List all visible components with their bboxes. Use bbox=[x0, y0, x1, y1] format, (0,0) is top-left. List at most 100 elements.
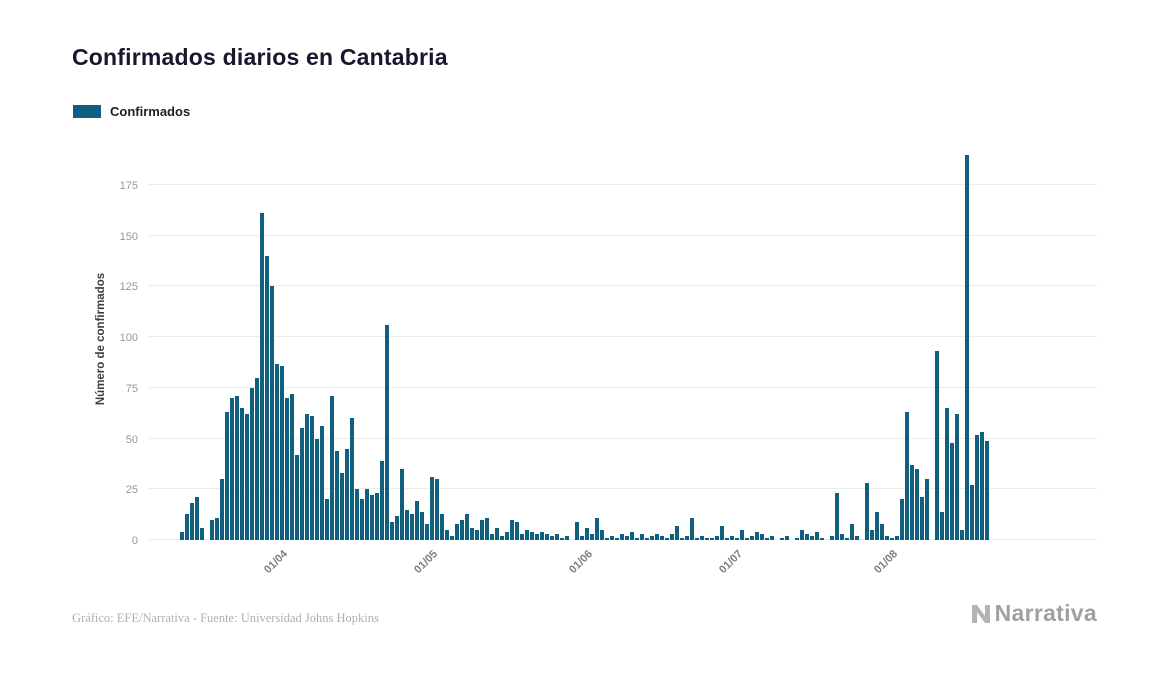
bar bbox=[360, 499, 364, 540]
bar bbox=[420, 512, 424, 540]
bar bbox=[890, 538, 894, 540]
bar bbox=[425, 524, 429, 540]
bar bbox=[260, 213, 264, 540]
bar bbox=[555, 534, 559, 540]
bar bbox=[965, 155, 969, 540]
bar bbox=[375, 493, 379, 540]
bar bbox=[620, 534, 624, 540]
bar bbox=[340, 473, 344, 540]
bar bbox=[345, 449, 349, 540]
bar bbox=[385, 325, 389, 540]
bar bbox=[540, 532, 544, 540]
bar bbox=[610, 536, 614, 540]
bar bbox=[390, 522, 394, 540]
x-tick-label: 01/05 bbox=[412, 548, 441, 576]
bar bbox=[400, 469, 404, 540]
bar bbox=[785, 536, 789, 540]
bar bbox=[465, 514, 469, 540]
plot-area: 0 25 50 75 100 125 150 175 01/04 01/05 01/06 01/07 0… bbox=[120, 147, 1097, 576]
legend: Confirmados bbox=[73, 104, 190, 119]
bar bbox=[840, 534, 844, 540]
bar bbox=[440, 514, 444, 540]
y-tick-label: 100 bbox=[119, 332, 138, 345]
bar bbox=[675, 526, 679, 540]
bar bbox=[835, 493, 839, 540]
bar bbox=[550, 536, 554, 540]
gridline bbox=[148, 234, 1097, 236]
bar bbox=[975, 435, 979, 540]
bar bbox=[760, 534, 764, 540]
legend-swatch bbox=[73, 105, 101, 118]
legend-label: Confirmados bbox=[110, 104, 191, 119]
bar bbox=[480, 520, 484, 540]
bar bbox=[780, 538, 784, 540]
bar bbox=[455, 524, 459, 540]
bar bbox=[755, 532, 759, 540]
bar bbox=[750, 536, 754, 540]
bar bbox=[335, 451, 339, 540]
bar bbox=[630, 532, 634, 540]
bar bbox=[180, 532, 184, 540]
bar bbox=[500, 536, 504, 540]
bar bbox=[590, 534, 594, 540]
bar bbox=[710, 538, 714, 540]
bar bbox=[670, 534, 674, 540]
bar bbox=[270, 286, 274, 540]
bar bbox=[510, 520, 514, 540]
bar bbox=[240, 408, 244, 540]
bar bbox=[545, 534, 549, 540]
bar bbox=[495, 528, 499, 540]
y-tick-label: 150 bbox=[119, 230, 138, 243]
bar bbox=[245, 414, 249, 540]
bar bbox=[265, 256, 269, 540]
bar bbox=[770, 536, 774, 540]
bar bbox=[865, 483, 869, 540]
bar bbox=[705, 538, 709, 540]
bar bbox=[405, 510, 409, 540]
bar bbox=[185, 514, 189, 540]
bar bbox=[820, 538, 824, 540]
bar bbox=[450, 536, 454, 540]
bar bbox=[350, 418, 354, 540]
bar bbox=[880, 524, 884, 540]
bar bbox=[415, 501, 419, 540]
bar bbox=[505, 532, 509, 540]
gridline bbox=[148, 285, 1097, 287]
bar bbox=[435, 479, 439, 540]
x-tick-label: 01/07 bbox=[717, 548, 746, 576]
bar bbox=[830, 536, 834, 540]
bar bbox=[235, 396, 239, 540]
bar bbox=[985, 441, 989, 540]
bar bbox=[250, 388, 254, 540]
bar bbox=[395, 516, 399, 540]
bar bbox=[845, 538, 849, 540]
bar bbox=[970, 485, 974, 540]
bar bbox=[315, 439, 319, 540]
bar bbox=[370, 495, 374, 540]
bar bbox=[695, 538, 699, 540]
bar bbox=[520, 534, 524, 540]
x-tick-label: 01/08 bbox=[872, 548, 901, 576]
source-credit: Gráfico: EFE/Narrativa - Fuente: Univers… bbox=[72, 611, 379, 625]
narrativa-icon bbox=[969, 602, 993, 626]
bar bbox=[330, 396, 334, 540]
bar bbox=[940, 512, 944, 540]
bar bbox=[680, 538, 684, 540]
chart-title: Confirmados diarios en Cantabria bbox=[72, 44, 448, 70]
bar bbox=[355, 489, 359, 540]
bar bbox=[575, 522, 579, 540]
bar bbox=[285, 398, 289, 540]
bar bbox=[470, 528, 474, 540]
bar bbox=[640, 534, 644, 540]
bar bbox=[580, 536, 584, 540]
bar bbox=[430, 477, 434, 540]
bar bbox=[665, 538, 669, 540]
bar bbox=[690, 518, 694, 540]
bar bbox=[805, 534, 809, 540]
gridline bbox=[148, 184, 1097, 185]
bar bbox=[365, 489, 369, 540]
bar bbox=[255, 378, 259, 540]
bar bbox=[765, 538, 769, 540]
bar bbox=[195, 497, 199, 540]
bar bbox=[225, 412, 229, 540]
